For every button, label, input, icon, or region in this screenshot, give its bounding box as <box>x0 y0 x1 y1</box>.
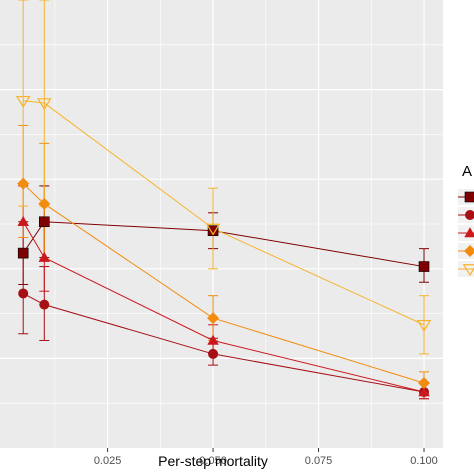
legend-key-circle <box>458 207 474 223</box>
data-point-triangle <box>207 334 219 345</box>
markers-triangle <box>17 216 430 397</box>
series-triangle-down <box>18 0 430 355</box>
data-point-triangle <box>418 386 430 397</box>
data-point-square <box>464 191 474 203</box>
legend-title: A <box>462 163 472 180</box>
legend-key-diamond <box>458 243 474 259</box>
legend-key-square <box>458 189 474 205</box>
x-tick-label: 0.025 <box>94 455 122 467</box>
x-axis-title: Per-step mortality <box>158 453 268 469</box>
x-axis: 0.025 0.050 0.075 0.100 <box>94 448 438 467</box>
data-point-circle <box>208 348 219 359</box>
data-point-triangle <box>464 227 474 238</box>
data-point-square <box>38 216 50 228</box>
series-line <box>22 221 425 393</box>
data-point-diamond <box>38 197 51 210</box>
data-point-triangle-down <box>416 319 432 332</box>
data-point-diamond <box>17 177 30 190</box>
data-point-triangle-down <box>36 98 52 111</box>
x-tick-label: 0.100 <box>410 455 438 467</box>
data-point-square <box>207 225 219 237</box>
data-point-triangle <box>17 216 29 227</box>
data-point-diamond <box>207 312 220 325</box>
x-tick-label: 0.050 <box>199 455 227 467</box>
data-point-square <box>418 261 430 272</box>
legend: A <box>458 163 474 277</box>
markers-triangle-down <box>15 95 432 332</box>
gridlines <box>0 0 443 448</box>
data-point-diamond <box>464 245 474 257</box>
series-line <box>23 100 425 326</box>
markers-diamond <box>17 177 431 390</box>
data-point-triangle-down <box>15 95 31 108</box>
markers-square <box>17 216 430 272</box>
data-point-square <box>17 247 29 259</box>
data-point-triangle-down <box>205 223 221 236</box>
legend-key-triangle-down <box>458 261 474 277</box>
data-point-triangle <box>38 251 51 262</box>
data-point-circle <box>39 299 50 310</box>
data-point-circle <box>18 288 29 299</box>
data-point-triangle-down <box>462 264 474 277</box>
legend-key-triangle <box>458 225 474 241</box>
series-line <box>22 292 425 393</box>
data-point-circle <box>465 210 474 220</box>
series-line <box>22 183 425 384</box>
series-line <box>22 221 425 268</box>
series-layer <box>15 0 432 400</box>
x-tick-label: 0.075 <box>305 455 333 467</box>
data-point-diamond <box>418 377 431 390</box>
